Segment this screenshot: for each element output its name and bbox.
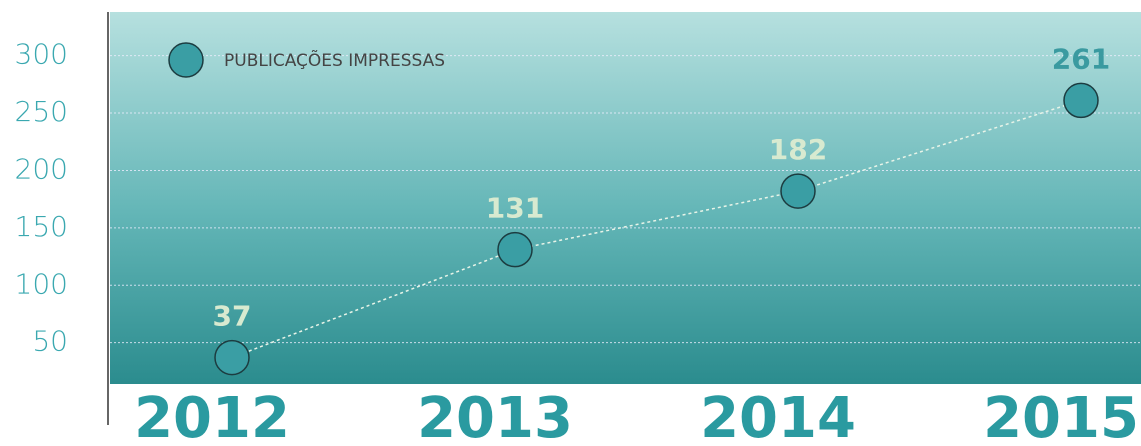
x-tick-label: 2014 xyxy=(700,386,856,446)
y-tick-label: 250 xyxy=(15,95,68,128)
y-tick-label: 150 xyxy=(15,210,68,243)
data-point xyxy=(497,231,533,268)
y-tick-label: 50 xyxy=(32,325,68,358)
data-point xyxy=(1063,82,1099,119)
x-tick-label: 2015 xyxy=(983,386,1139,446)
y-tick-label: 200 xyxy=(15,152,68,185)
data-point xyxy=(780,173,816,209)
legend-marker xyxy=(168,42,204,78)
data-point xyxy=(214,339,250,376)
x-tick-label: 2013 xyxy=(417,386,573,446)
plot-background xyxy=(110,12,1141,384)
legend-label: PUBLICAÇÕES IMPRESSAS xyxy=(224,49,445,71)
y-tick-label: 100 xyxy=(15,267,68,300)
data-label: 37 xyxy=(213,300,252,333)
series-line xyxy=(231,99,1082,359)
data-label: 182 xyxy=(769,133,827,166)
data-label: 131 xyxy=(486,192,544,225)
y-tick-label: 300 xyxy=(15,38,68,71)
data-label: 261 xyxy=(1052,42,1110,75)
x-tick-label: 2012 xyxy=(134,386,290,446)
